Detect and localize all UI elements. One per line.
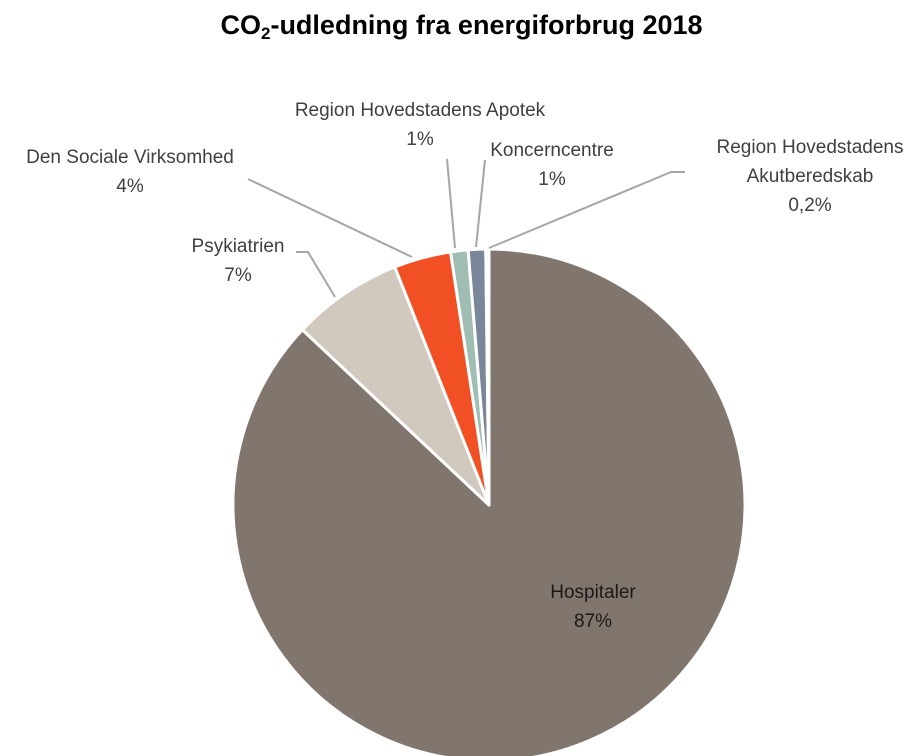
leader-line bbox=[296, 251, 336, 298]
slice-value-label: 4% bbox=[116, 176, 144, 197]
chart-title: CO2-udledning fra energiforbrug 2018 bbox=[0, 10, 923, 44]
chart-title-suffix: -udledning fra energiforbrug 2018 bbox=[270, 10, 703, 40]
pie-slice bbox=[484, 247, 491, 507]
slice-category-label: Akutberedskab bbox=[747, 166, 874, 187]
leader-line bbox=[446, 158, 456, 249]
slice-value-label: 0,2% bbox=[788, 195, 831, 216]
slice-category-label: Hospitaler bbox=[550, 582, 636, 603]
leader-line bbox=[247, 178, 413, 258]
chart-title-prefix: CO bbox=[220, 10, 261, 40]
chart-title-subscript: 2 bbox=[260, 24, 271, 43]
slice-category-label: Den Sociale Virksomhed bbox=[26, 147, 234, 168]
slice-category-label: Psykiatrien bbox=[192, 236, 285, 257]
slice-value-label: 87% bbox=[574, 611, 612, 632]
slice-value-label: 1% bbox=[406, 129, 434, 150]
pie-slice bbox=[300, 265, 491, 507]
slice-category-label: Region Hovedstadens Apotek bbox=[295, 100, 546, 121]
pie-slices bbox=[231, 247, 747, 756]
slice-labels: Hospitaler 87% Psykiatrien 7% Den Sociale Vi… bbox=[26, 100, 903, 632]
leader-line bbox=[488, 171, 685, 249]
slice-category-label: Region Hovedstadens bbox=[717, 137, 904, 158]
leader-lines bbox=[247, 158, 685, 298]
leader-line bbox=[475, 159, 486, 248]
slice-category-label: Koncerncentre bbox=[490, 140, 614, 161]
slice-value-label: 1% bbox=[538, 169, 566, 190]
slice-value-label: 7% bbox=[224, 265, 252, 286]
